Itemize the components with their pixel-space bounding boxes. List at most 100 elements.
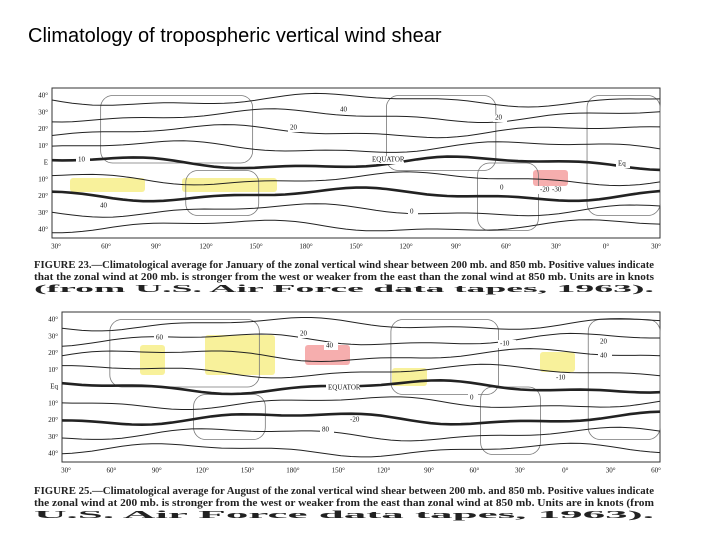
lon-label: 180° <box>286 467 300 475</box>
lat-label: 40° <box>38 92 48 100</box>
annotation: -10 <box>500 340 510 348</box>
lon-label: 30° <box>61 467 71 475</box>
annotation-bg <box>408 208 418 216</box>
contour <box>51 186 661 203</box>
contour <box>51 140 661 153</box>
lon-label: 90° <box>424 467 434 475</box>
annotation-bg <box>370 156 404 164</box>
annotation-bg <box>538 186 556 194</box>
annotation-bg <box>468 394 478 402</box>
annotation: 80 <box>322 426 330 434</box>
lon-label: 120° <box>199 243 213 251</box>
slide-title: Climatology of tropospheric vertical win… <box>28 25 442 47</box>
annotation: EQUATOR <box>372 156 405 164</box>
lon-label: 120° <box>195 467 209 475</box>
lat-label: 10° <box>48 399 58 407</box>
contour <box>62 363 661 379</box>
contour <box>61 426 661 442</box>
highlight <box>205 335 275 375</box>
lat-label: 30° <box>38 108 48 116</box>
land <box>385 95 497 171</box>
highlight <box>540 352 575 372</box>
lat-label: 20° <box>48 416 58 424</box>
lon-label: 30° <box>515 467 525 475</box>
lat-label: 10° <box>38 142 48 150</box>
lon-label: 60° <box>651 467 661 475</box>
lon-label: 90° <box>151 243 161 251</box>
lon-label: 30° <box>606 467 616 475</box>
annotation-bg <box>288 124 302 132</box>
lat-label: 20° <box>38 125 48 133</box>
land <box>109 319 260 388</box>
lat-label: 20° <box>48 349 58 357</box>
lon-label: 180° <box>299 243 313 251</box>
land <box>587 319 661 440</box>
annotation: 20 <box>600 338 608 346</box>
annotation-bg <box>498 184 508 192</box>
annotation: 0 <box>500 184 504 192</box>
lat-label: 10° <box>48 366 58 374</box>
lon-label: 30° <box>551 243 561 251</box>
lat-label: 40° <box>38 226 48 234</box>
annotation: EQUATOR <box>328 384 361 392</box>
lon-label: 90° <box>152 467 162 475</box>
caption-line: that the zonal wind at 200 mb. is strong… <box>34 272 654 283</box>
annotation-bg <box>493 114 507 122</box>
caption-line: the zonal wind at 200 mb. is stronger fr… <box>34 498 655 509</box>
annotation: 20 <box>300 330 308 338</box>
annotation: -20 <box>540 186 550 194</box>
lat-label: Eq <box>50 383 58 391</box>
annotation: 40 <box>600 352 608 360</box>
contour <box>51 203 661 218</box>
land <box>390 319 499 395</box>
lon-label: 60° <box>501 243 511 251</box>
annotation: 0 <box>410 208 414 216</box>
lon-label: 30° <box>51 243 61 251</box>
caption-line: FIGURE 23.—Climatological average for Ja… <box>34 260 655 271</box>
annotation-bg <box>76 156 90 164</box>
contour <box>61 396 661 410</box>
annotation-bg <box>154 334 168 342</box>
lon-label: 30° <box>651 243 661 251</box>
lon-label: 60° <box>101 243 111 251</box>
contour <box>61 378 661 396</box>
highlight <box>70 178 145 192</box>
contour <box>61 442 661 458</box>
contour <box>61 348 661 363</box>
contour <box>51 171 661 187</box>
land <box>185 170 260 216</box>
contour <box>51 155 661 172</box>
lat-label: 20° <box>38 192 48 200</box>
highlight <box>533 170 568 186</box>
caption-line: (from U.S. Air Force data tapes, 1963). <box>34 284 656 295</box>
annotation-bg <box>324 342 338 350</box>
caption-line: FIGURE 25.—Climatological average for Au… <box>34 486 655 497</box>
annotation-bg <box>98 202 112 210</box>
annotation: 0 <box>470 394 474 402</box>
annotation-bg <box>326 384 360 392</box>
annotation: 40 <box>100 202 108 210</box>
caption-line: U.S. Air Force data tapes, 1963). <box>34 510 656 521</box>
lon-label: 90° <box>451 243 461 251</box>
annotation: -30 <box>552 186 562 194</box>
contour <box>51 124 661 139</box>
annotation: -10 <box>556 374 566 382</box>
lat-label: 10° <box>38 175 48 183</box>
annotation-bg <box>598 352 612 360</box>
annotation-bg <box>498 340 516 348</box>
contour <box>52 219 661 234</box>
annotation-bg <box>348 416 366 424</box>
contour <box>61 410 661 427</box>
annotation: -20 <box>350 416 360 424</box>
annotation-bg <box>598 338 612 346</box>
annotation: 10 <box>78 156 86 164</box>
highlight <box>305 345 350 365</box>
lon-label: 0° <box>562 467 569 475</box>
land <box>100 95 254 164</box>
annotation-bg <box>616 160 630 168</box>
land <box>586 95 661 216</box>
lon-label: 150° <box>332 467 346 475</box>
lon-label: 150° <box>249 243 263 251</box>
lon-label: 150° <box>241 467 255 475</box>
